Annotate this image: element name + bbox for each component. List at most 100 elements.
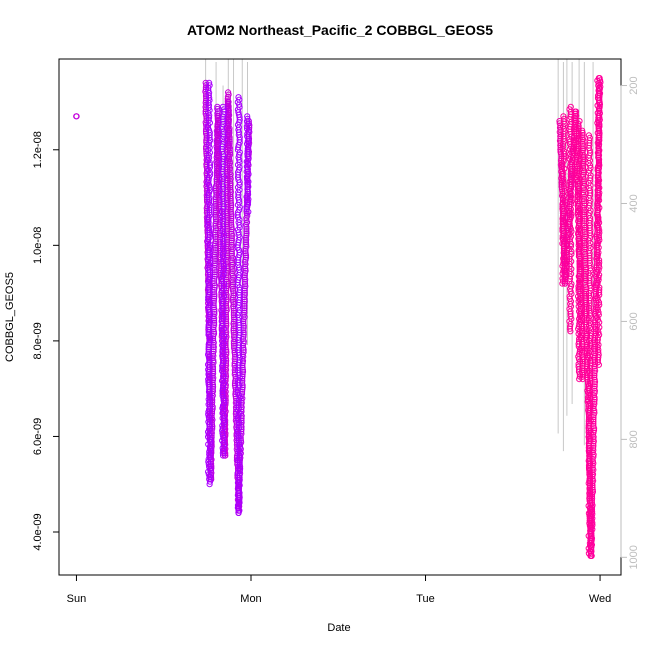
data-point bbox=[582, 264, 589, 271]
data-point bbox=[558, 164, 565, 171]
data-point bbox=[579, 132, 586, 139]
data-point bbox=[212, 262, 219, 269]
data-point bbox=[224, 267, 231, 274]
data-point bbox=[227, 193, 234, 200]
data-point bbox=[228, 248, 235, 255]
data-point bbox=[225, 118, 232, 125]
data-point bbox=[210, 326, 217, 333]
data-point bbox=[228, 250, 235, 257]
data-point bbox=[243, 228, 250, 235]
data-point bbox=[215, 137, 222, 144]
data-point bbox=[225, 98, 232, 106]
data-point bbox=[209, 363, 217, 371]
data-point bbox=[243, 243, 250, 250]
data-point bbox=[229, 272, 236, 279]
data-point bbox=[582, 288, 590, 295]
data-point bbox=[228, 211, 235, 218]
data-point bbox=[230, 338, 237, 345]
data-point bbox=[214, 135, 221, 142]
data-point bbox=[574, 176, 581, 183]
y-axis-left: 4.0e-09 6.0e-09 8.0e-09 1.0e-08 1.2e-08 bbox=[32, 131, 60, 551]
data-point bbox=[227, 186, 234, 193]
data-point bbox=[202, 104, 209, 111]
data-point bbox=[232, 358, 239, 365]
data-point bbox=[227, 204, 235, 211]
data-point bbox=[240, 320, 247, 327]
data-point bbox=[242, 250, 249, 257]
data-point bbox=[216, 236, 223, 243]
data-point bbox=[211, 295, 218, 302]
data-point bbox=[202, 93, 210, 100]
data-point bbox=[556, 118, 563, 125]
data-point bbox=[230, 290, 237, 297]
data-point bbox=[244, 113, 251, 120]
data-point bbox=[226, 149, 233, 156]
data-point bbox=[224, 210, 231, 217]
data-point bbox=[206, 82, 213, 89]
data-point bbox=[228, 217, 235, 224]
data-point bbox=[228, 213, 235, 220]
data-point bbox=[580, 151, 587, 158]
data-point bbox=[211, 266, 218, 274]
data-point bbox=[222, 327, 229, 334]
data-point bbox=[73, 113, 80, 120]
data-point bbox=[226, 147, 233, 154]
data-point bbox=[591, 383, 598, 390]
data-point bbox=[206, 79, 213, 87]
data-point bbox=[229, 294, 236, 301]
data-point bbox=[587, 402, 594, 409]
data-point bbox=[230, 287, 237, 295]
data-point bbox=[242, 283, 249, 290]
data-point bbox=[590, 447, 597, 454]
data-point bbox=[210, 299, 217, 307]
data-point bbox=[227, 197, 234, 204]
data-point bbox=[242, 234, 250, 241]
data-point bbox=[243, 230, 250, 237]
data-point bbox=[243, 210, 250, 217]
y-tick-label: 6.0e-09 bbox=[32, 418, 44, 455]
data-point bbox=[216, 192, 223, 199]
data-point bbox=[214, 103, 221, 110]
data-point bbox=[226, 158, 233, 165]
x-tick-label: Wed bbox=[589, 593, 611, 605]
data-point bbox=[241, 298, 248, 305]
data-point bbox=[590, 418, 597, 425]
data-point bbox=[592, 367, 599, 374]
data-point bbox=[216, 196, 223, 204]
data-point bbox=[242, 267, 249, 274]
data-point bbox=[560, 113, 567, 120]
data-point bbox=[228, 235, 235, 242]
data-point bbox=[239, 368, 247, 376]
data-point bbox=[241, 272, 248, 279]
data-point bbox=[210, 346, 217, 353]
data-point bbox=[228, 202, 235, 209]
data-point bbox=[211, 319, 218, 326]
data-point bbox=[212, 238, 219, 245]
data-point bbox=[231, 360, 238, 367]
data-point bbox=[226, 136, 233, 143]
data-point bbox=[591, 381, 598, 388]
data-point bbox=[235, 94, 242, 101]
data-point bbox=[243, 241, 250, 248]
data-point bbox=[590, 453, 597, 460]
data-point bbox=[226, 138, 233, 145]
y-tick-label: 4.0e-09 bbox=[32, 513, 44, 550]
data-point bbox=[214, 126, 221, 133]
data-point bbox=[243, 217, 250, 224]
data-point bbox=[232, 353, 239, 360]
data-point bbox=[223, 307, 230, 314]
y-tick-label: 1.2e-08 bbox=[32, 131, 44, 168]
data-point bbox=[210, 359, 217, 366]
data-point bbox=[242, 265, 249, 272]
data-point bbox=[215, 161, 223, 168]
data-point bbox=[226, 140, 233, 147]
data-point bbox=[225, 116, 232, 123]
data-point bbox=[216, 219, 223, 226]
data-point bbox=[242, 247, 249, 255]
x-tick-label: Sun bbox=[67, 593, 87, 605]
data-point bbox=[226, 127, 233, 134]
data-point bbox=[576, 118, 583, 125]
data-points-layer bbox=[73, 75, 604, 560]
y-tick-label: 8.0e-09 bbox=[32, 322, 44, 359]
data-point bbox=[243, 197, 250, 204]
